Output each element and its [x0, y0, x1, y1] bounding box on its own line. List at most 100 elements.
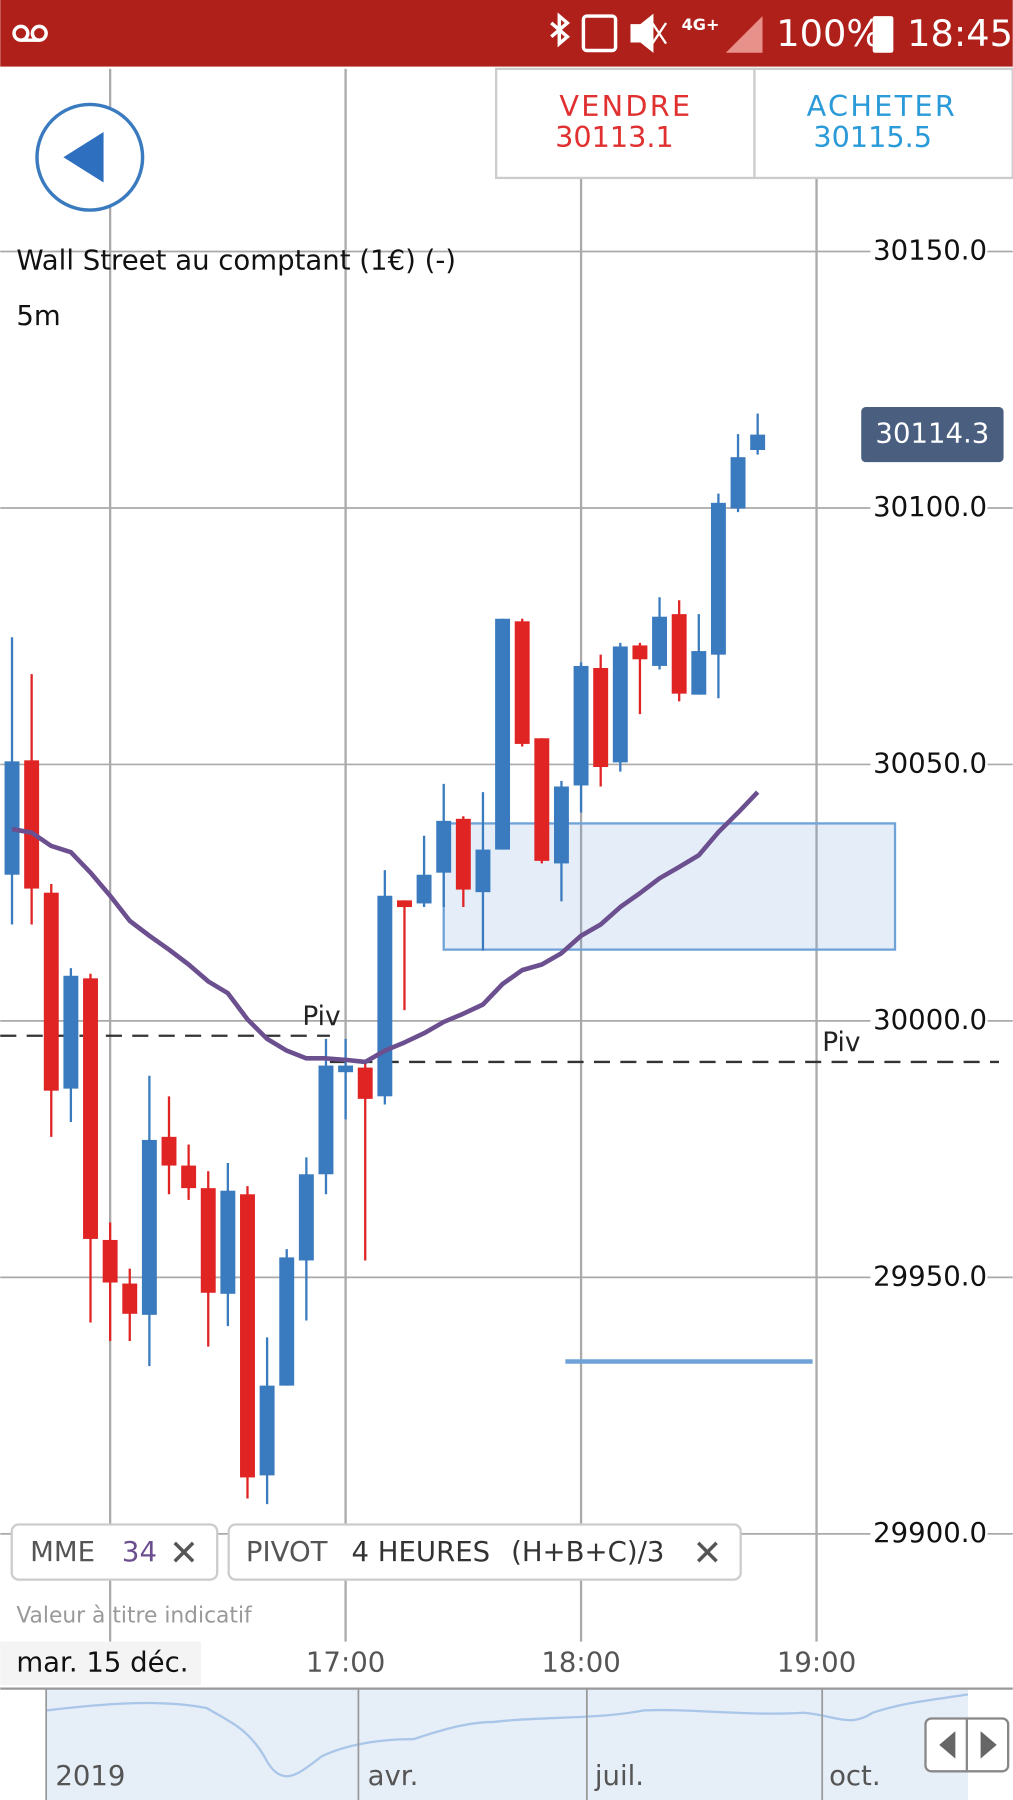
candle-body [43, 892, 59, 1091]
candle-body [279, 1257, 295, 1386]
pivot-label: Piv [822, 1027, 860, 1058]
navigator-label: 2019 [55, 1760, 125, 1792]
candle-body [83, 978, 98, 1239]
voicemail-icon [12, 24, 48, 42]
y-label-bg [870, 746, 988, 783]
candle-body [4, 761, 20, 875]
candle-body [671, 614, 687, 694]
chip[interactable] [10, 1523, 219, 1581]
remove-icon[interactable] [696, 1541, 718, 1563]
indicator-parameter[interactable]: 4 HEURES [352, 1536, 491, 1568]
battery-icon [872, 16, 894, 53]
sell-box[interactable] [495, 67, 756, 180]
candle-body [691, 651, 707, 695]
navigator[interactable]: 2019 avr. juil. oct. [0, 1687, 1013, 1800]
clock: 18:45 [907, 12, 1013, 55]
candle-body [455, 818, 471, 890]
bluetooth-icon [550, 12, 570, 48]
pivot-chip[interactable]: PIVOT 4 HEURES (H+B+C)/3 [227, 1523, 742, 1581]
sell-price[interactable]: 30113.1 [555, 120, 674, 154]
candle-body [298, 1174, 314, 1261]
x-tick-label: 18:00 [541, 1646, 620, 1678]
candle-body [534, 738, 550, 861]
candle-body [495, 618, 511, 850]
candle-body [240, 1194, 255, 1478]
last-price-label: 30114.3 [875, 418, 989, 450]
indicator-name[interactable]: PIVOT [246, 1536, 328, 1568]
candle-body [612, 646, 628, 763]
candle-body [318, 1065, 334, 1175]
candle-body [397, 900, 412, 908]
candle-body [514, 621, 530, 744]
indicator-parameter[interactable]: 34 [122, 1536, 157, 1568]
y-label-bg [870, 233, 988, 270]
sell-button[interactable]: VENDRE 30113.1 [495, 67, 756, 180]
candle-body [141, 1139, 157, 1315]
x-tick-label: 17:00 [306, 1646, 385, 1678]
chip[interactable] [227, 1523, 742, 1581]
candle-body [357, 1067, 373, 1099]
y-tick-label: 30050.0 [873, 747, 987, 779]
scroll-right[interactable] [980, 1731, 997, 1759]
y-tick-label: 30150.0 [873, 234, 987, 266]
status-bar [0, 0, 1013, 67]
date-box [0, 1641, 202, 1686]
back-button[interactable] [35, 102, 145, 212]
candle-body [416, 874, 432, 904]
y-tick-label: 29950.0 [873, 1260, 987, 1292]
indicator-name[interactable]: MME [30, 1536, 95, 1568]
mme-chip[interactable]: MME 34 [10, 1523, 219, 1581]
candle-body [553, 786, 569, 864]
navigator-label: juil. [594, 1760, 644, 1792]
candle-body [161, 1136, 177, 1166]
remove-icon[interactable] [173, 1541, 195, 1563]
candle-body [24, 760, 40, 889]
candle-body [63, 975, 79, 1089]
buy-button[interactable]: ACHETER 30115.5 [753, 67, 1013, 180]
candle-body [220, 1190, 236, 1294]
battery-level: 100% [776, 12, 881, 55]
y-label-bg [870, 1002, 988, 1040]
candle-body [475, 849, 491, 893]
candle-body [122, 1283, 138, 1314]
chart-subtitle: 5m [16, 300, 60, 332]
zone [442, 822, 897, 951]
disclaimer: Valeur à titre indicatif [16, 1603, 253, 1628]
network-type: 4G+ [682, 15, 720, 34]
candle-body [593, 668, 609, 768]
candle-body [573, 665, 589, 786]
candle-body [436, 820, 452, 873]
pivot-label: Piv [302, 1001, 340, 1032]
sell-label[interactable]: VENDRE [559, 89, 692, 123]
scroll-left[interactable] [939, 1731, 956, 1759]
candle-body [338, 1065, 354, 1073]
indicator-parameter[interactable]: (H+B+C)/3 [511, 1536, 664, 1568]
y-tick-label: 29900.0 [873, 1517, 987, 1549]
candle-body [259, 1385, 275, 1476]
back-arrow[interactable] [63, 132, 104, 183]
date-label: mar. 15 déc. [16, 1646, 188, 1678]
buy-box[interactable] [753, 67, 1013, 180]
navigator-line [46, 1693, 969, 1778]
candle-body [652, 616, 668, 666]
navigator-label: avr. [368, 1760, 419, 1792]
y-tick-label: 30000.0 [873, 1004, 987, 1036]
buy-price[interactable]: 30115.5 [813, 120, 932, 154]
x-axis: 17:00 18:00 19:00 [306, 1646, 856, 1678]
buy-label[interactable]: ACHETER [807, 89, 958, 123]
y-tick-label: 30100.0 [873, 491, 987, 523]
x-tick-label: 19:00 [777, 1646, 856, 1678]
y-label-bg [870, 1515, 988, 1553]
last-price-box [861, 407, 1004, 463]
candle-body [102, 1239, 118, 1283]
candle-body [377, 895, 393, 1097]
nfc-icon [581, 14, 618, 53]
y-label-bg [870, 489, 988, 527]
candle-body [710, 502, 726, 655]
indicator-line [11, 790, 760, 1065]
navigator-label: oct. [829, 1760, 881, 1792]
mute-icon [630, 13, 668, 53]
